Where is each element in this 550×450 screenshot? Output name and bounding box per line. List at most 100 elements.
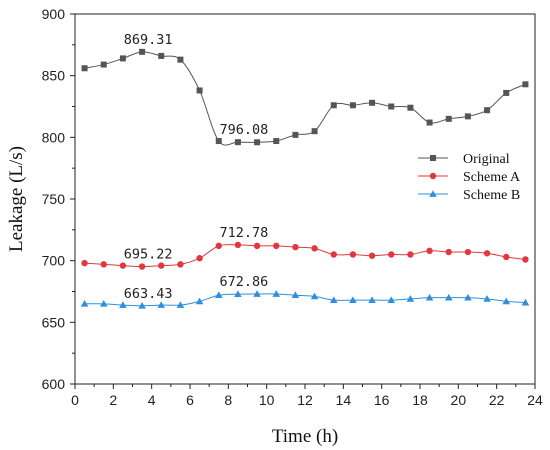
data-point-scheme-b xyxy=(521,298,530,306)
data-annotation: 663.43 xyxy=(124,286,173,302)
y-tick-label: 750 xyxy=(42,191,66,207)
data-point-original xyxy=(426,119,433,126)
series-scheme-b xyxy=(80,290,530,309)
data-point-scheme-a xyxy=(234,241,242,249)
legend: Original Scheme A Scheme B xyxy=(418,152,521,203)
data-point-original xyxy=(522,81,529,88)
data-point-scheme-b xyxy=(157,301,166,308)
data-point-scheme-b xyxy=(234,290,242,297)
data-point-scheme-b xyxy=(444,293,453,301)
data-point-original xyxy=(292,131,299,138)
data-point-scheme-b xyxy=(253,290,261,297)
data-point-scheme-b xyxy=(99,300,108,307)
x-tick-label: 10 xyxy=(259,392,275,408)
x-axis: 0 2 4 6 8 10 12 14 16 18 20 22 24 xyxy=(71,384,543,408)
data-point-scheme-b xyxy=(483,295,491,302)
data-point-original xyxy=(81,65,88,72)
data-annotation: 712.78 xyxy=(220,225,269,241)
legend-label-scheme-b: Scheme B xyxy=(463,188,520,203)
series-original xyxy=(81,48,529,146)
data-point-scheme-b xyxy=(272,290,281,297)
data-point-scheme-b xyxy=(176,301,185,308)
data-point-scheme-b xyxy=(425,293,434,301)
data-point-original xyxy=(445,115,452,122)
data-point-scheme-a xyxy=(138,263,146,270)
data-point-original xyxy=(215,138,222,145)
x-tick-label: 0 xyxy=(71,392,79,408)
data-point-original xyxy=(119,55,126,62)
y-tick-label: 700 xyxy=(42,253,66,269)
data-point-scheme-a xyxy=(445,248,452,256)
data-point-scheme-a xyxy=(177,261,184,268)
data-point-scheme-b xyxy=(502,297,511,305)
data-point-original xyxy=(503,89,510,96)
data-point-scheme-a xyxy=(253,242,261,250)
legend-label-scheme-a: Scheme A xyxy=(463,170,521,185)
x-tick-label: 20 xyxy=(451,392,467,408)
legend-label-original: Original xyxy=(463,152,510,167)
data-point-original xyxy=(407,104,414,111)
data-point-original xyxy=(139,48,146,55)
x-tick-label: 24 xyxy=(527,392,543,408)
data-point-scheme-a xyxy=(522,256,529,263)
series-scheme-a xyxy=(81,241,529,270)
data-point-scheme-a xyxy=(368,252,376,259)
x-axis-title: Time (h) xyxy=(272,426,338,447)
data-point-scheme-a xyxy=(388,251,395,258)
data-point-scheme-a xyxy=(349,251,357,258)
legend-marker-scheme-b xyxy=(429,190,437,197)
data-point-scheme-a xyxy=(215,242,222,250)
data-point-scheme-b xyxy=(349,296,357,303)
data-point-scheme-a xyxy=(503,253,510,261)
series-layer xyxy=(80,48,530,309)
data-annotation: 796.08 xyxy=(220,122,269,138)
x-tick-label: 14 xyxy=(336,392,352,408)
data-point-original xyxy=(484,107,491,114)
data-point-original xyxy=(388,103,395,110)
data-point-scheme-b xyxy=(329,296,338,303)
y-tick-label: 850 xyxy=(42,68,66,84)
data-point-scheme-a xyxy=(464,248,472,256)
data-point-original xyxy=(234,139,241,146)
data-point-original xyxy=(100,61,107,68)
data-point-scheme-a xyxy=(483,250,491,257)
data-point-scheme-a xyxy=(311,245,318,252)
data-point-scheme-a xyxy=(273,242,280,250)
data-annotation: 672.86 xyxy=(220,274,269,290)
data-point-scheme-b xyxy=(138,301,146,309)
series-line-original xyxy=(84,51,526,146)
y-tick-label: 800 xyxy=(42,129,66,145)
data-point-original xyxy=(177,56,184,63)
data-point-scheme-a xyxy=(81,259,88,267)
x-tick-label: 16 xyxy=(374,392,390,408)
y-axis-title: Leakage (L/s) xyxy=(6,146,27,252)
data-point-scheme-a xyxy=(407,251,414,258)
x-tick-label: 6 xyxy=(186,392,194,408)
data-point-original xyxy=(330,102,337,109)
data-point-scheme-a xyxy=(426,247,433,254)
legend-item-original: Original xyxy=(418,152,510,167)
data-point-scheme-a xyxy=(119,262,127,269)
data-point-scheme-b xyxy=(214,291,223,299)
data-point-scheme-b xyxy=(368,296,376,303)
data-point-original xyxy=(273,138,280,145)
data-point-original xyxy=(311,128,318,135)
x-tick-label: 22 xyxy=(489,392,505,408)
data-point-scheme-b xyxy=(80,300,89,307)
data-point-scheme-b xyxy=(195,297,204,305)
data-point-scheme-b xyxy=(291,291,300,299)
data-point-original xyxy=(464,113,471,120)
data-point-scheme-b xyxy=(387,296,396,303)
legend-marker-scheme-a xyxy=(429,172,437,180)
y-tick-label: 900 xyxy=(42,6,66,22)
legend-marker-original xyxy=(430,155,436,161)
data-annotation: 695.22 xyxy=(124,247,173,263)
data-point-original xyxy=(254,139,261,146)
x-tick-label: 12 xyxy=(297,392,313,408)
y-tick-label: 600 xyxy=(42,376,66,392)
data-point-scheme-a xyxy=(196,255,203,262)
data-point-scheme-b xyxy=(119,301,127,308)
data-point-original xyxy=(158,52,165,59)
data-annotation: 869.31 xyxy=(124,32,173,48)
legend-item-scheme-a: Scheme A xyxy=(418,170,521,185)
